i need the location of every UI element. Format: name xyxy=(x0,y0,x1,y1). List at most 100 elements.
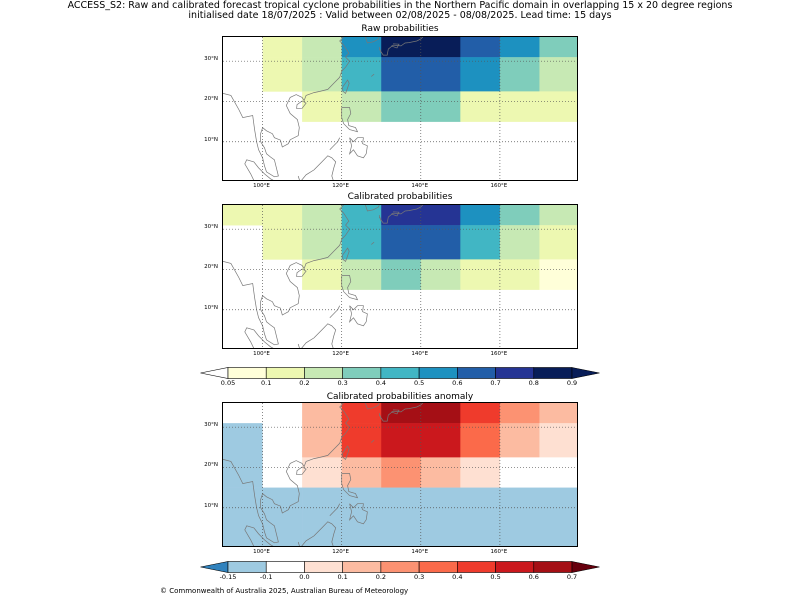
probability-cell xyxy=(499,57,540,92)
coastline xyxy=(244,327,274,348)
colorbar-over-extension xyxy=(571,561,600,573)
probability-cell xyxy=(420,403,461,424)
colorbar-segment xyxy=(495,367,535,379)
colorbar-tick-label: 0.5 xyxy=(413,379,425,387)
latitude-tick-label: 20°N xyxy=(204,264,218,271)
colorbar-tick-label: -0.1 xyxy=(259,573,273,581)
colorbar-segment xyxy=(304,561,343,573)
colorbar-segment xyxy=(380,367,420,379)
probability-cell xyxy=(460,225,501,260)
panel-title-calibrated: Calibrated probabilities xyxy=(347,192,453,202)
colorbar-segment xyxy=(495,561,535,573)
longitude-tick-label: 100°E xyxy=(253,183,270,189)
coastline xyxy=(297,521,337,546)
coastline xyxy=(371,241,375,245)
probability-cell xyxy=(381,423,422,458)
probability-cell xyxy=(341,487,382,546)
colorbar-tick-label: 0.2 xyxy=(375,573,387,581)
probability-cell xyxy=(262,205,303,226)
latitude-tick-label: 10°N xyxy=(204,136,218,143)
probability-cell xyxy=(381,57,422,92)
probability-cell xyxy=(341,457,382,488)
probability-cell xyxy=(539,57,577,92)
colorbar-tick-label: 0.7 xyxy=(490,379,501,387)
colorbar-segment xyxy=(265,367,305,379)
probability-cell xyxy=(341,259,382,290)
probability-cell xyxy=(302,423,342,458)
probability-cell xyxy=(539,225,577,260)
coastline xyxy=(348,305,368,327)
colorbar-tick-label: 0.7 xyxy=(566,573,578,581)
coastline xyxy=(244,525,274,546)
probability-cell xyxy=(499,225,540,260)
colorbar-tick-label: 0.9 xyxy=(566,379,578,387)
probability-cell xyxy=(420,423,461,458)
colorbar-tick-label: 0.8 xyxy=(528,379,539,387)
probability-cell xyxy=(420,37,461,58)
panel-title-anomaly: Calibrated probabilities anomaly xyxy=(326,392,474,402)
probability-cell xyxy=(381,91,422,122)
probability-cell xyxy=(262,57,303,92)
probability-cell xyxy=(460,403,501,424)
colorbar-segment xyxy=(418,367,458,379)
probability-cell xyxy=(302,91,342,122)
latitude-tick-label: 20°N xyxy=(204,462,218,469)
longitude-tick-label: 140°E xyxy=(411,183,429,189)
coastline xyxy=(244,159,274,180)
probability-cell xyxy=(420,225,461,260)
probability-cell xyxy=(420,259,461,290)
colorbar-tick-label: 0.1 xyxy=(337,573,348,581)
probability-cell xyxy=(539,487,577,546)
probability-cell xyxy=(223,423,263,458)
colorbar-canvas xyxy=(200,367,600,379)
colorbar-segment xyxy=(342,367,382,379)
coastline xyxy=(378,214,382,222)
longitude-tick-label: 120°E xyxy=(332,183,350,189)
map-calibrated-anomaly xyxy=(222,402,578,547)
colorbar-tick-label: 0.05 xyxy=(220,379,236,387)
colorbar-tick-label: 0.4 xyxy=(375,379,387,387)
probability-cell xyxy=(460,91,501,122)
probability-cell xyxy=(381,225,422,260)
map-calibrated-probabilities xyxy=(222,204,578,349)
longitude-tick-label: 140°E xyxy=(411,549,429,555)
probability-cell xyxy=(460,259,501,290)
coastline xyxy=(390,43,400,49)
probability-cell xyxy=(302,259,342,290)
probability-cell xyxy=(302,37,342,58)
probability-cell xyxy=(302,205,342,226)
copyright-footer: © Commonwealth of Australia 2025, Austra… xyxy=(160,587,409,595)
probability-cell xyxy=(539,205,577,226)
probability-cell xyxy=(460,423,501,458)
probability-cell xyxy=(539,37,577,58)
probability-cell xyxy=(460,457,501,488)
probability-cell xyxy=(499,487,540,546)
latitude-tick-label: 10°N xyxy=(204,304,218,311)
coastline xyxy=(296,100,307,110)
probability-cell xyxy=(499,259,540,290)
probability-cell xyxy=(420,57,461,92)
coastline xyxy=(223,37,351,178)
colorbar-tick-label: 0.6 xyxy=(528,573,539,581)
map-raw-probabilities xyxy=(222,36,578,181)
coastline xyxy=(296,268,307,278)
coastline xyxy=(329,305,341,319)
map-canvas xyxy=(223,205,577,348)
probability-cell xyxy=(262,37,303,58)
probability-cell xyxy=(341,91,382,122)
probability-cell xyxy=(539,423,577,458)
latitude-tick-label: 30°N xyxy=(204,224,218,231)
coastline xyxy=(342,445,350,460)
colorbar-segment xyxy=(342,561,382,573)
probability-cell xyxy=(460,205,501,226)
colorbar-canvas xyxy=(200,561,600,573)
colorbar-tick-label: 0.1 xyxy=(261,379,272,387)
probability-cell xyxy=(420,487,461,546)
probability-cell xyxy=(223,457,263,488)
probability-cell xyxy=(420,457,461,488)
probability-cell xyxy=(499,91,540,122)
colorbar-tick-label: 0.2 xyxy=(299,379,310,387)
colorbar-tick-label: 0.3 xyxy=(337,379,348,387)
probability-cell xyxy=(223,403,263,424)
probability-cell xyxy=(262,487,303,546)
